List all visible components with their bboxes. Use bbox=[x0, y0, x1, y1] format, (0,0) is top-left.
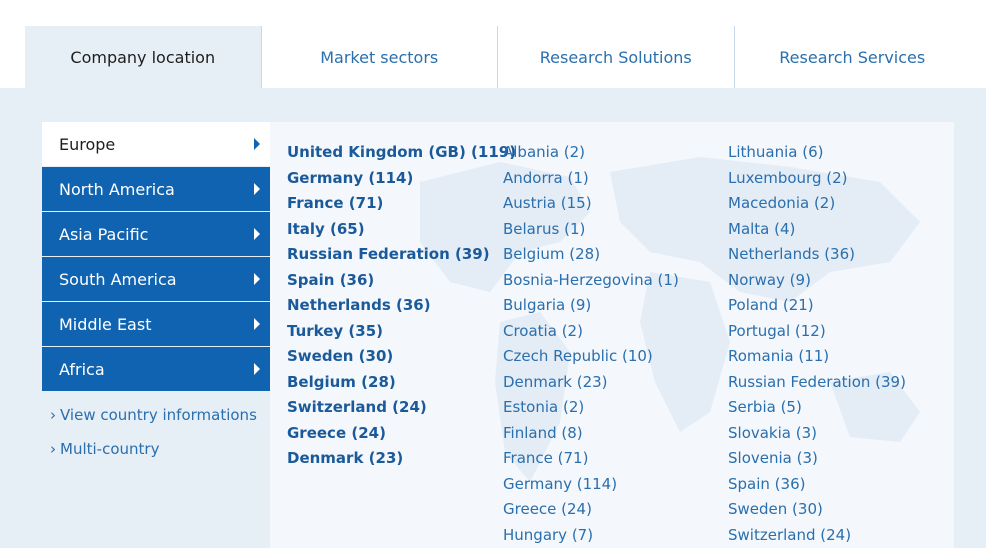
country-link[interactable]: Czech Republic (10) bbox=[503, 347, 653, 365]
country-link[interactable]: Belarus (1) bbox=[503, 219, 586, 238]
country-link[interactable]: Switzerland (24) bbox=[287, 398, 427, 416]
arrow-right-icon bbox=[254, 228, 260, 240]
country-link[interactable]: Austria (15) bbox=[503, 194, 592, 212]
country-link[interactable]: Poland (21) bbox=[728, 296, 814, 314]
region-label: Middle East bbox=[59, 314, 152, 334]
country-link[interactable]: Italy (65) bbox=[287, 219, 365, 238]
tab-company-location[interactable]: Company location bbox=[25, 26, 261, 88]
country-link[interactable]: Netherlands (36) bbox=[287, 296, 431, 314]
country-link[interactable]: Spain (36) bbox=[287, 270, 375, 289]
country-link[interactable]: France (71) bbox=[287, 194, 384, 212]
world-map-background bbox=[420, 157, 920, 482]
region-item-asia-pacific[interactable]: Asia Pacific bbox=[42, 212, 270, 256]
location-panel: Europe North America Asia Pacific South … bbox=[0, 88, 986, 548]
country-link[interactable]: Switzerland (24) bbox=[728, 525, 852, 544]
tab-research-solutions[interactable]: Research Solutions bbox=[497, 26, 734, 88]
country-link[interactable]: Norway (9) bbox=[728, 270, 811, 289]
country-link[interactable]: Belgium (28) bbox=[287, 372, 396, 391]
country-link[interactable]: Macedonia (2) bbox=[728, 194, 836, 212]
region-menu: Europe North America Asia Pacific South … bbox=[42, 122, 270, 392]
country-link[interactable]: Germany (114) bbox=[287, 168, 414, 187]
region-label: South America bbox=[59, 269, 177, 289]
country-link[interactable]: United Kingdom (GB) (119) bbox=[287, 143, 517, 161]
country-link[interactable]: Portugal (12) bbox=[728, 321, 826, 340]
link-label: View country informations bbox=[60, 406, 257, 424]
country-link[interactable]: Russian Federation (39) bbox=[728, 372, 906, 391]
region-label: North America bbox=[59, 179, 175, 199]
country-link[interactable]: Bulgaria (9) bbox=[503, 296, 592, 314]
country-link[interactable]: Luxembourg (2) bbox=[728, 168, 848, 187]
multi-country-link[interactable]: › Multi-country bbox=[50, 432, 257, 466]
country-link[interactable]: Hungary (7) bbox=[503, 525, 594, 544]
country-link[interactable]: Lithuania (6) bbox=[728, 143, 824, 161]
link-label: Multi-country bbox=[60, 440, 160, 458]
region-label: Asia Pacific bbox=[59, 224, 149, 244]
region-label: Europe bbox=[59, 134, 116, 154]
country-link[interactable]: Slovakia (3) bbox=[728, 423, 817, 442]
region-item-south-america[interactable]: South America bbox=[42, 257, 270, 301]
country-link[interactable]: Denmark (23) bbox=[287, 449, 404, 467]
arrow-right-icon bbox=[254, 363, 260, 375]
countries-column-l-s: Lithuania (6) Luxembourg (2) Macedonia (… bbox=[728, 142, 906, 548]
country-link[interactable]: Greece (24) bbox=[503, 500, 592, 518]
region-label: Africa bbox=[59, 359, 105, 379]
region-item-middle-east[interactable]: Middle East bbox=[42, 302, 270, 346]
country-link[interactable]: Slovenia (3) bbox=[728, 449, 818, 467]
country-link[interactable]: Andorra (1) bbox=[503, 168, 589, 187]
country-list-area: United Kingdom (GB) (119) Germany (114) … bbox=[270, 122, 954, 548]
country-link[interactable]: Romania (11) bbox=[728, 347, 830, 365]
arrow-right-icon bbox=[254, 318, 260, 330]
arrow-right-icon bbox=[254, 138, 260, 150]
country-link[interactable]: Bosnia-Herzegovina (1) bbox=[503, 270, 679, 289]
region-item-europe[interactable]: Europe bbox=[42, 122, 270, 166]
tab-research-services[interactable]: Research Services bbox=[733, 26, 970, 88]
country-link[interactable]: Estonia (2) bbox=[503, 398, 585, 416]
country-link[interactable]: Albania (2) bbox=[503, 143, 586, 161]
top-tabs: Company location Market sectors Research… bbox=[25, 26, 970, 88]
country-link[interactable]: Netherlands (36) bbox=[728, 245, 855, 263]
view-country-informations-link[interactable]: › View country informations bbox=[50, 398, 257, 432]
country-link[interactable]: Denmark (23) bbox=[503, 372, 608, 391]
region-item-africa[interactable]: Africa bbox=[42, 347, 270, 391]
country-link[interactable]: Russian Federation (39) bbox=[287, 245, 490, 263]
country-link[interactable]: Spain (36) bbox=[728, 474, 806, 493]
country-link[interactable]: Croatia (2) bbox=[503, 321, 583, 340]
country-link[interactable]: Serbia (5) bbox=[728, 398, 802, 416]
country-link[interactable]: Belgium (28) bbox=[503, 245, 601, 263]
country-link[interactable]: Turkey (35) bbox=[287, 321, 383, 340]
sub-links: › View country informations › Multi-coun… bbox=[50, 398, 257, 466]
country-link[interactable]: Finland (8) bbox=[503, 423, 583, 442]
country-link[interactable]: Sweden (30) bbox=[728, 500, 823, 518]
region-item-north-america[interactable]: North America bbox=[42, 167, 270, 211]
arrow-right-icon bbox=[254, 183, 260, 195]
countries-column-a-h: Albania (2) Andorra (1) Austria (15) Bel… bbox=[503, 142, 679, 548]
country-link[interactable]: France (71) bbox=[503, 449, 589, 467]
chevron-right-icon: › bbox=[50, 440, 56, 458]
top-countries-column: United Kingdom (GB) (119) Germany (114) … bbox=[287, 142, 516, 474]
country-link[interactable]: Malta (4) bbox=[728, 219, 796, 238]
country-link[interactable]: Germany (114) bbox=[503, 474, 618, 493]
tab-market-sectors[interactable]: Market sectors bbox=[260, 26, 497, 88]
country-link[interactable]: Greece (24) bbox=[287, 423, 386, 442]
country-link[interactable]: Sweden (30) bbox=[287, 347, 394, 365]
chevron-right-icon: › bbox=[50, 406, 56, 424]
arrow-right-icon bbox=[254, 273, 260, 285]
